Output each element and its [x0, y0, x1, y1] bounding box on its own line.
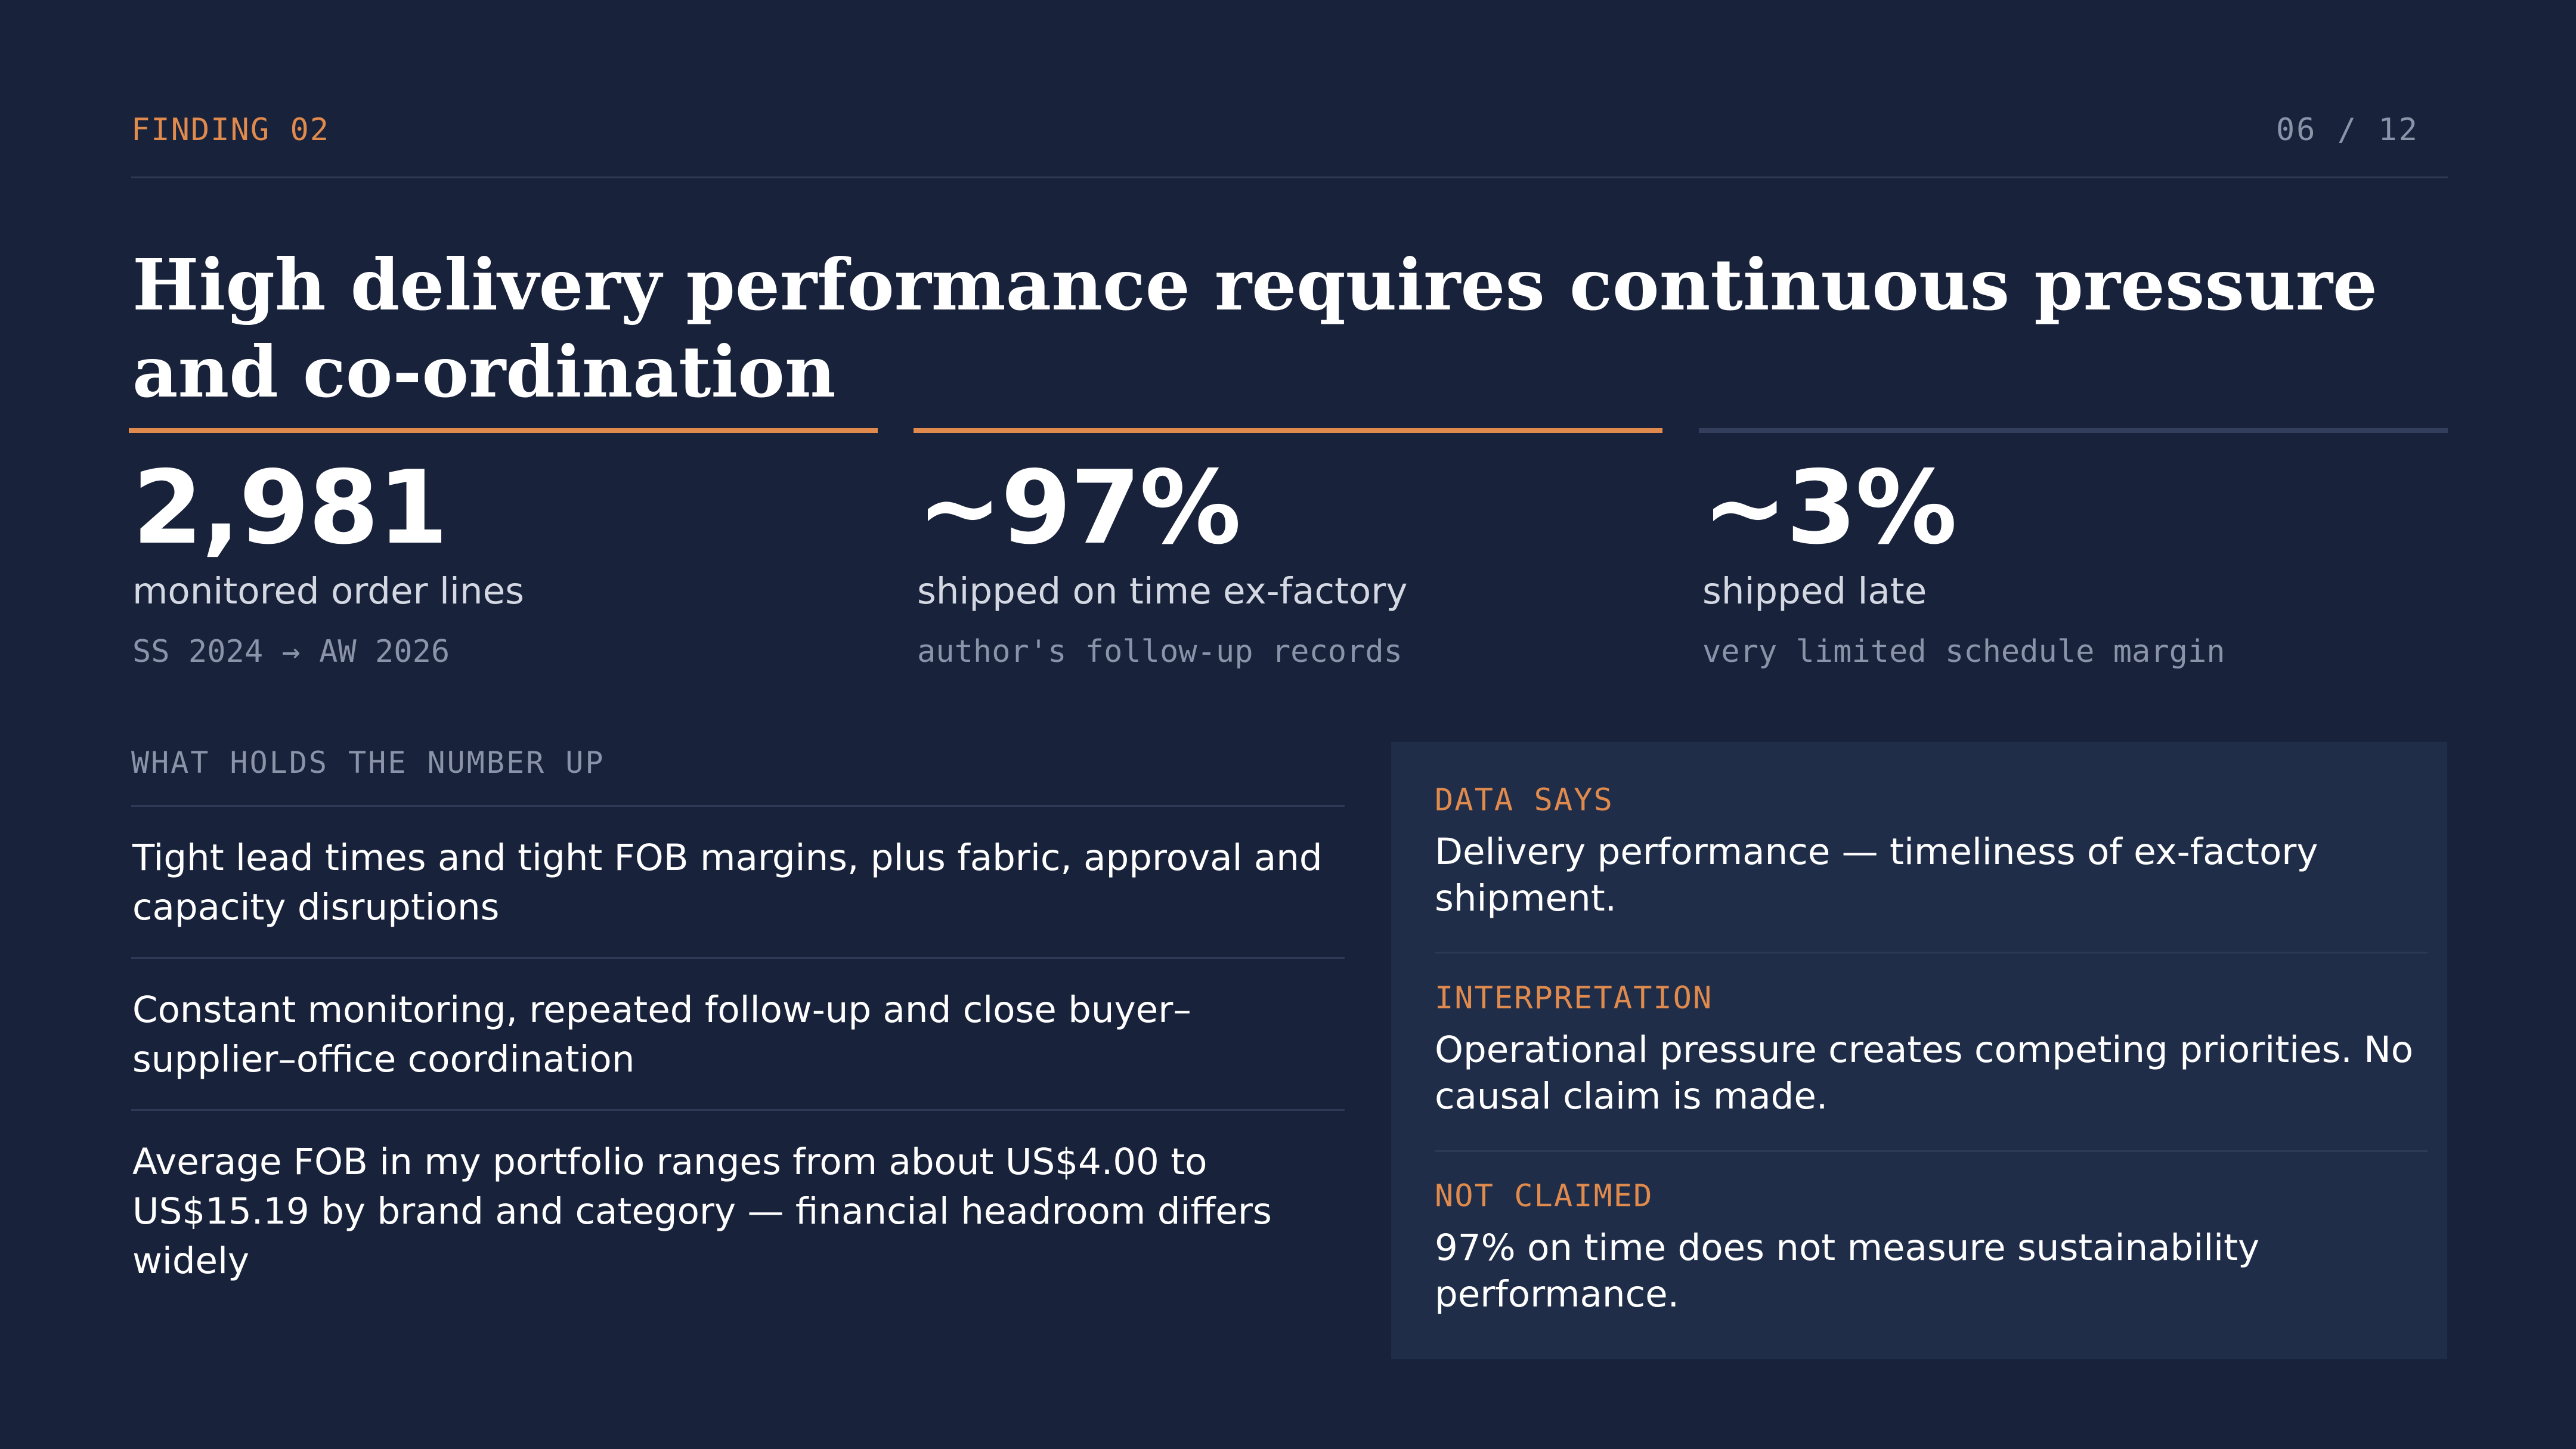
section-label: NOT CLAIMED — [1435, 1178, 1654, 1214]
slide-title: High delivery performance requires conti… — [132, 243, 2377, 413]
section-label: DATA SAYS — [1435, 782, 1614, 818]
slide-header: FINDING 02 06 / 12 — [131, 112, 2448, 178]
section-text: 97% on time does not measure sustainabil… — [1435, 1227, 2260, 1315]
stat-source: SS 2024 → AW 2026 — [132, 634, 450, 670]
list-item: Tight lead times and tight FOB margins, … — [131, 807, 1345, 959]
stat-accent-rule — [129, 428, 878, 433]
section-text: Delivery performance — timeliness of ex-… — [1435, 831, 2318, 919]
interpretation-section: INTERPRETATION Operational pressure crea… — [1435, 980, 2428, 1120]
list-item: Average FOB in my portfolio ranges from … — [132, 1141, 1272, 1282]
page-counter: 06 / 12 — [2275, 112, 2419, 148]
stat-label: shipped on time ex-factory — [917, 570, 1408, 612]
finding-eyebrow: FINDING 02 — [131, 112, 330, 148]
stat-value: ~97% — [917, 449, 1241, 567]
stat-label: shipped late — [1702, 570, 1927, 612]
stat-source: very limited schedule margin — [1702, 634, 2225, 670]
list-item: Constant monitoring, repeated follow-up … — [131, 959, 1345, 1111]
stat-order-lines: 2,981 monitored order lines SS 2024 → AW… — [129, 428, 878, 670]
stat-value: ~3% — [1702, 449, 1957, 567]
divider — [1435, 952, 2428, 953]
data-says-section: DATA SAYS Delivery performance — timelin… — [1435, 782, 2428, 922]
interpretation-panel: DATA SAYS Delivery performance — timelin… — [1391, 742, 2447, 1359]
holds-list: WHAT HOLDS THE NUMBER UP Tight lead time… — [131, 745, 1345, 1311]
divider — [1435, 1150, 2428, 1152]
stat-accent-rule — [1699, 428, 2448, 433]
holds-heading: WHAT HOLDS THE NUMBER UP — [131, 745, 1345, 807]
not-claimed-section: NOT CLAIMED 97% on time does not measure… — [1435, 1178, 2428, 1318]
stat-source: author's follow-up records — [917, 634, 1402, 670]
stat-value: 2,981 — [132, 449, 448, 567]
stat-late: ~3% shipped late very limited schedule m… — [1699, 428, 2448, 670]
stat-accent-rule — [914, 428, 1662, 433]
section-label: INTERPRETATION — [1435, 980, 1713, 1016]
stat-on-time: ~97% shipped on time ex-factory author's… — [914, 428, 1662, 670]
section-text: Operational pressure creates competing p… — [1435, 1029, 2414, 1117]
stat-label: monitored order lines — [132, 570, 524, 612]
